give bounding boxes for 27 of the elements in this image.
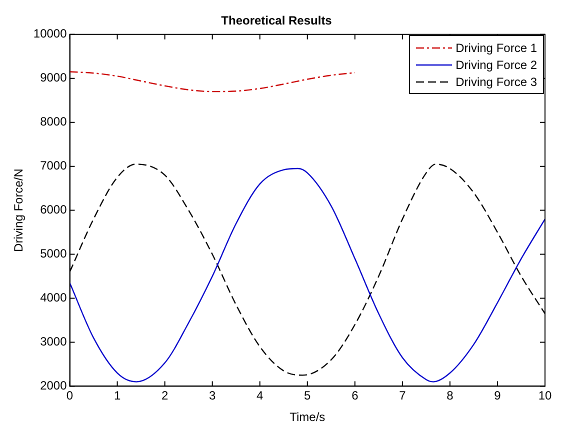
y-axis-title: Driving Force/N <box>12 168 26 252</box>
legend-label: Driving Force 3 <box>456 74 537 89</box>
y-tick-label: 9000 <box>40 70 68 85</box>
x-tick-label: 9 <box>494 388 502 403</box>
x-tick-label: 1 <box>114 388 121 403</box>
x-tick-label: 6 <box>352 388 359 403</box>
x-tick-label: 10 <box>538 388 552 403</box>
x-tick-label: 5 <box>304 388 312 403</box>
y-tick-label: 7000 <box>40 158 68 173</box>
x-axis-title: Time/s <box>290 410 326 424</box>
y-tick-label: 6000 <box>40 202 68 217</box>
y-tick-label: 10000 <box>33 26 68 41</box>
y-tick-label: 4000 <box>40 290 68 305</box>
legend-label: Driving Force 1 <box>456 40 537 55</box>
x-tick-label: 4 <box>256 388 264 403</box>
x-tick-label: 2 <box>161 388 168 403</box>
line-series <box>70 71 356 92</box>
legend-label: Driving Force 2 <box>456 58 537 72</box>
y-tick-label: 2000 <box>40 378 68 393</box>
y-tick-label: 3000 <box>40 334 68 349</box>
chart-title: Theoretical Results <box>221 14 332 28</box>
y-tick-label: 8000 <box>40 114 68 129</box>
x-tick-label: 7 <box>399 388 406 403</box>
y-tick-label: 5000 <box>40 246 68 261</box>
x-tick-label: 3 <box>208 388 216 403</box>
x-tick-label: 0 <box>66 388 74 403</box>
x-tick-label: 8 <box>446 388 454 403</box>
